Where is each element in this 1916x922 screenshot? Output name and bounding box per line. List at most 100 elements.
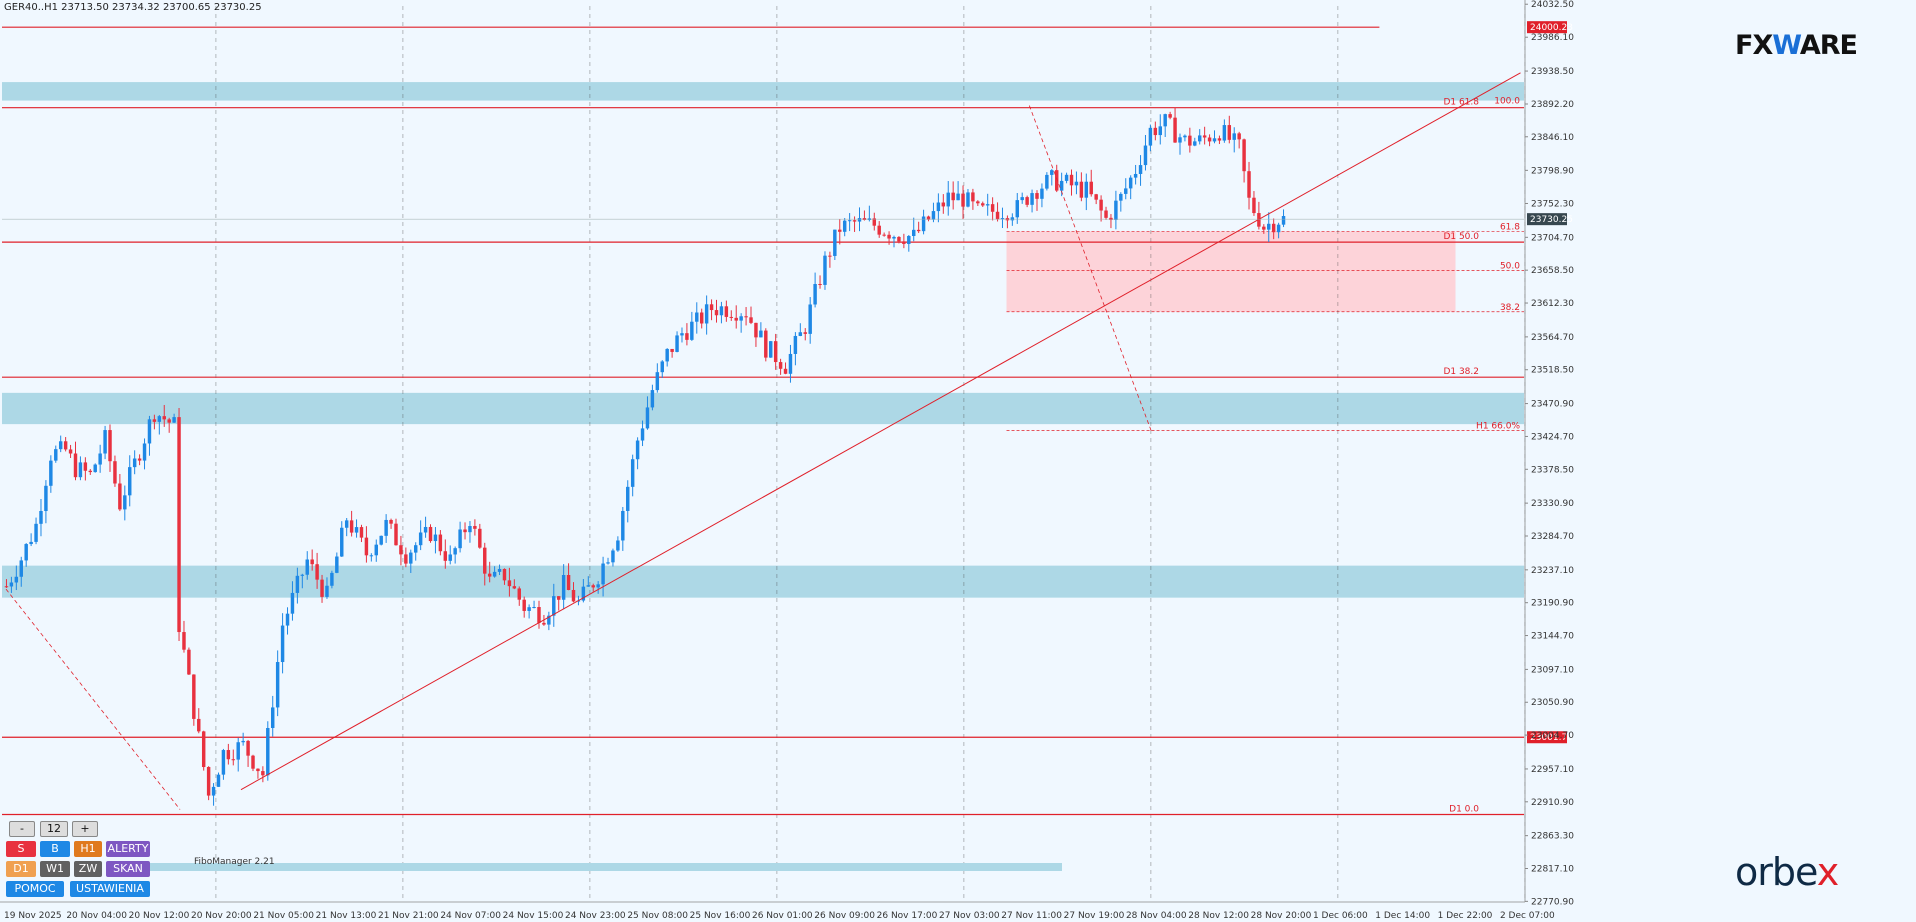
candle-179 — [887, 234, 891, 239]
h1-button[interactable]: H1 — [74, 841, 102, 857]
candle-130 — [645, 407, 650, 429]
candle-41 — [206, 767, 211, 796]
y-tick-22: 23004.70 — [1531, 731, 1574, 741]
candle-82 — [409, 552, 413, 564]
candle-152 — [754, 322, 758, 338]
ustawienia-button[interactable]: USTAWIENIA — [70, 881, 150, 897]
x-tick-24: 2 Dec 07:00 — [1500, 911, 1555, 921]
candle-218 — [1079, 181, 1084, 198]
x-tick-14: 26 Nov 17:00 — [877, 911, 938, 921]
y-tick-26: 22817.10 — [1531, 865, 1574, 875]
candle-230 — [1138, 165, 1143, 174]
candle-180 — [892, 236, 896, 239]
level-label-2: D1 50.0 — [1443, 232, 1479, 242]
current-price-tag: 23730.25 — [1527, 213, 1573, 226]
y-tick-7: 23704.70 — [1531, 233, 1574, 243]
buy-button[interactable]: B — [40, 841, 70, 857]
candle-98 — [487, 573, 492, 577]
trendline — [240, 72, 1521, 791]
candle-20 — [103, 430, 107, 454]
candle-18 — [93, 464, 97, 473]
x-tick-20: 28 Nov 20:00 — [1251, 911, 1312, 921]
candle-54 — [271, 707, 275, 729]
value-field[interactable]: 12 — [40, 821, 68, 837]
x-tick-16: 27 Nov 11:00 — [1001, 911, 1062, 921]
candle-206 — [1020, 197, 1024, 201]
candle-224 — [1109, 217, 1113, 220]
candle-0 — [4, 586, 9, 588]
candle-56 — [280, 625, 285, 663]
candle-145 — [719, 306, 724, 316]
zw-button[interactable]: ZW — [74, 861, 102, 877]
candle-108 — [537, 607, 541, 623]
candle-65 — [325, 585, 329, 597]
y-tick-9: 23612.30 — [1531, 299, 1574, 309]
w1-button[interactable]: W1 — [40, 861, 70, 877]
x-tick-18: 28 Nov 04:00 — [1126, 911, 1187, 921]
candle-204 — [1010, 217, 1015, 221]
candle-90 — [448, 554, 452, 561]
decrement-button[interactable]: - — [9, 821, 35, 837]
candle-60 — [300, 574, 305, 576]
candle-195 — [966, 192, 970, 207]
y-tick-6: 23752.30 — [1531, 199, 1574, 209]
skan-button[interactable]: SKAN — [106, 861, 150, 877]
candle-249 — [1232, 133, 1236, 140]
candle-197 — [976, 201, 980, 204]
candle-226 — [1119, 193, 1123, 201]
candle-47 — [236, 742, 240, 760]
candle-136 — [675, 335, 679, 352]
candle-131 — [650, 390, 655, 408]
candle-138 — [685, 333, 689, 340]
candle-151 — [749, 317, 753, 323]
candle-88 — [438, 534, 443, 552]
y-tick-17: 23237.10 — [1531, 566, 1574, 576]
candle-37 — [187, 649, 191, 675]
candle-76 — [379, 535, 383, 545]
d1-button[interactable]: D1 — [6, 861, 36, 877]
candle-93 — [463, 529, 467, 533]
candle-62 — [310, 559, 314, 565]
candle-246 — [1217, 138, 1222, 141]
candle-238 — [1178, 137, 1182, 143]
fxware-logo: FXWARE — [1735, 30, 1858, 61]
candle-11 — [58, 441, 63, 450]
candle-28 — [142, 443, 147, 461]
candle-149 — [739, 316, 743, 321]
candle-26 — [132, 458, 137, 468]
candle-92 — [458, 529, 462, 549]
candle-58 — [290, 592, 295, 614]
candle-21 — [108, 430, 112, 462]
candle-33 — [167, 419, 171, 423]
candle-166 — [823, 255, 827, 285]
candle-72 — [359, 527, 364, 538]
sell-button[interactable]: S — [6, 841, 36, 857]
candle-39 — [197, 718, 201, 732]
svg-text:23001.70: 23001.70 — [1530, 733, 1573, 743]
candle-38 — [192, 674, 196, 719]
candle-181 — [897, 236, 901, 242]
alerty-button[interactable]: ALERTY — [106, 841, 150, 857]
candle-121 — [601, 563, 605, 585]
candle-237 — [1173, 117, 1177, 143]
candle-22 — [113, 461, 117, 484]
candle-2 — [14, 576, 19, 583]
y-tick-8: 23658.50 — [1531, 266, 1574, 276]
candle-59 — [295, 575, 300, 593]
y-tick-13: 23424.70 — [1531, 432, 1574, 442]
candle-208 — [1030, 193, 1034, 205]
candle-105 — [522, 599, 526, 611]
candle-153 — [759, 330, 763, 338]
pomoc-button[interactable]: POMOC — [6, 881, 64, 897]
candle-73 — [364, 537, 369, 556]
candle-127 — [630, 459, 635, 487]
candle-162 — [803, 332, 807, 334]
increment-button[interactable]: + — [72, 821, 98, 837]
candle-240 — [1188, 135, 1192, 146]
y-tick-1: 23986.10 — [1531, 33, 1574, 43]
candle-191 — [946, 192, 950, 207]
candle-188 — [931, 211, 936, 220]
candle-86 — [428, 526, 433, 542]
candle-4 — [24, 544, 28, 561]
